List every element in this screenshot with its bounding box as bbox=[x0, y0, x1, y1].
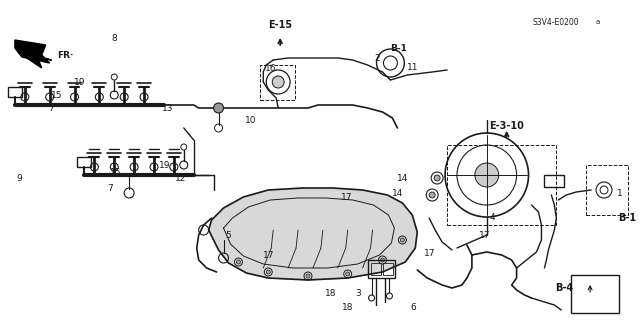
Text: 2: 2 bbox=[374, 53, 380, 62]
Text: 5: 5 bbox=[225, 230, 231, 239]
Circle shape bbox=[346, 272, 349, 276]
Text: 4: 4 bbox=[490, 213, 495, 222]
Circle shape bbox=[434, 175, 440, 181]
Text: 17: 17 bbox=[341, 194, 353, 203]
Text: 14: 14 bbox=[392, 188, 404, 197]
Circle shape bbox=[266, 270, 270, 274]
Bar bbox=[545, 175, 564, 187]
Bar bbox=[260, 65, 295, 100]
Text: 19: 19 bbox=[74, 77, 85, 86]
Bar bbox=[77, 157, 92, 167]
Circle shape bbox=[214, 103, 223, 113]
Text: 18: 18 bbox=[325, 289, 337, 298]
Text: 13: 13 bbox=[162, 103, 173, 113]
Text: 17: 17 bbox=[262, 252, 274, 260]
Text: 16: 16 bbox=[265, 63, 276, 73]
Text: 14: 14 bbox=[397, 173, 409, 182]
Text: 17: 17 bbox=[479, 230, 491, 239]
Circle shape bbox=[306, 274, 310, 278]
Text: B-4: B-4 bbox=[555, 283, 573, 293]
Text: S3V4-E0200: S3V4-E0200 bbox=[532, 18, 579, 27]
Text: 7: 7 bbox=[48, 103, 54, 113]
Text: B-1: B-1 bbox=[618, 213, 636, 223]
Bar bbox=[371, 263, 381, 275]
Text: 1: 1 bbox=[617, 188, 623, 197]
Text: 12: 12 bbox=[175, 173, 187, 182]
Circle shape bbox=[475, 163, 499, 187]
Text: 8: 8 bbox=[111, 34, 117, 43]
Text: 3: 3 bbox=[356, 289, 362, 298]
Bar bbox=[383, 263, 394, 275]
Bar bbox=[586, 165, 628, 215]
Polygon shape bbox=[209, 188, 417, 280]
Text: 15: 15 bbox=[51, 91, 63, 100]
Polygon shape bbox=[18, 52, 52, 68]
Bar bbox=[367, 260, 396, 278]
Text: 11: 11 bbox=[407, 62, 419, 71]
Text: 6: 6 bbox=[410, 303, 416, 313]
Polygon shape bbox=[15, 40, 50, 63]
Bar bbox=[447, 145, 556, 225]
Text: FR·: FR· bbox=[56, 51, 73, 60]
Text: B-1: B-1 bbox=[390, 44, 407, 52]
Circle shape bbox=[401, 238, 404, 242]
Circle shape bbox=[272, 76, 284, 88]
Text: E-3-10: E-3-10 bbox=[489, 121, 524, 131]
Text: 19: 19 bbox=[159, 161, 170, 170]
Text: E-15: E-15 bbox=[268, 20, 292, 30]
Text: 9: 9 bbox=[16, 173, 22, 182]
Bar bbox=[572, 275, 619, 313]
Circle shape bbox=[236, 260, 241, 264]
Circle shape bbox=[429, 192, 435, 198]
Text: 15: 15 bbox=[109, 167, 121, 177]
Text: 18: 18 bbox=[342, 303, 353, 313]
Text: 10: 10 bbox=[245, 116, 257, 124]
Circle shape bbox=[381, 258, 385, 262]
Text: a: a bbox=[596, 19, 600, 25]
Bar bbox=[8, 87, 22, 97]
Text: 7: 7 bbox=[108, 183, 113, 193]
Text: 17: 17 bbox=[424, 249, 435, 258]
